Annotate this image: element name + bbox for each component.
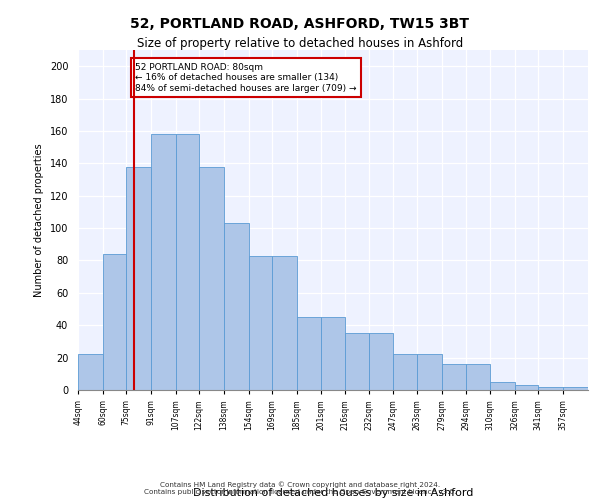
Text: 52, PORTLAND ROAD, ASHFORD, TW15 3BT: 52, PORTLAND ROAD, ASHFORD, TW15 3BT xyxy=(131,18,470,32)
Bar xyxy=(103,254,126,390)
Bar xyxy=(344,334,370,390)
Text: Size of property relative to detached houses in Ashford: Size of property relative to detached ho… xyxy=(137,38,463,51)
Bar xyxy=(563,387,588,390)
Bar xyxy=(515,385,538,390)
Bar xyxy=(466,364,490,390)
Bar xyxy=(538,387,563,390)
Bar xyxy=(392,354,418,390)
Bar xyxy=(126,166,151,390)
Bar xyxy=(272,256,296,390)
X-axis label: Distribution of detached houses by size in Ashford: Distribution of detached houses by size … xyxy=(193,488,473,498)
Bar xyxy=(248,256,272,390)
Bar xyxy=(296,317,322,390)
Text: 52 PORTLAND ROAD: 80sqm
← 16% of detached houses are smaller (134)
84% of semi-d: 52 PORTLAND ROAD: 80sqm ← 16% of detache… xyxy=(136,63,357,93)
Bar xyxy=(370,334,392,390)
Bar xyxy=(322,317,344,390)
Text: Contains HM Land Registry data © Crown copyright and database right 2024.
Contai: Contains HM Land Registry data © Crown c… xyxy=(144,482,456,495)
Bar xyxy=(176,134,199,390)
Bar xyxy=(78,354,103,390)
Bar xyxy=(418,354,442,390)
Bar xyxy=(490,382,515,390)
Bar xyxy=(224,223,248,390)
Bar xyxy=(199,166,224,390)
Bar xyxy=(442,364,466,390)
Bar xyxy=(151,134,176,390)
Y-axis label: Number of detached properties: Number of detached properties xyxy=(34,143,44,297)
